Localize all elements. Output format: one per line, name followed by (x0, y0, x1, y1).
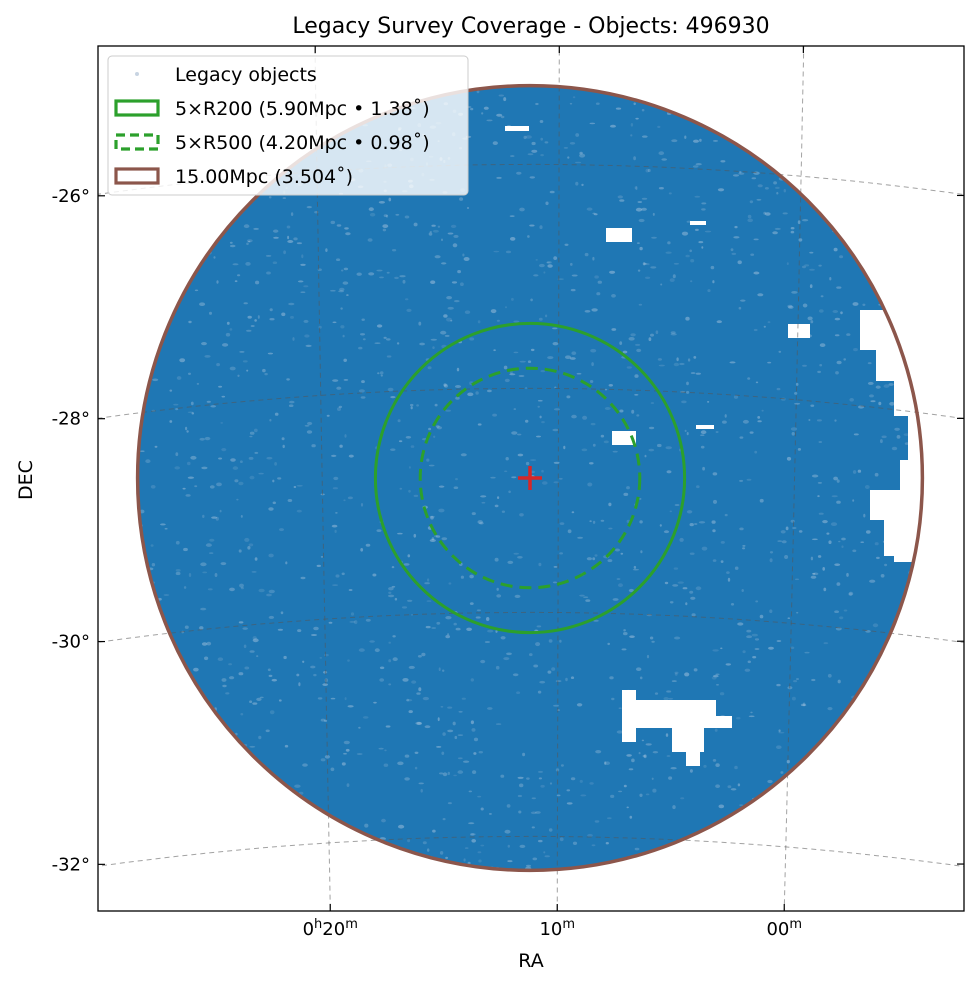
grid-lines (98, 46, 964, 911)
y-tick-label: -30° (52, 632, 90, 653)
legend: Legacy objects 5×R200 (5.90Mpc • 1.38˚) 5×… (107, 55, 469, 196)
y-tick-label: -32° (52, 854, 90, 875)
legend-label: Legacy objects (175, 64, 317, 86)
x-axis-label: RA (518, 950, 543, 972)
legend-entry: 5×R200 (5.90Mpc • 1.38˚) (114, 98, 430, 120)
legend-label: 5×R500 (4.20Mpc • 0.98˚) (175, 132, 430, 154)
legend-entry: 15.00Mpc (3.504˚) (114, 166, 353, 188)
legend-swatch-point (135, 72, 139, 76)
y-tick-label: -28° (52, 409, 90, 430)
r500-circle (418, 366, 642, 590)
axis-ticks: -26° -28° -30° -32° 0h20m 10m 00m (52, 46, 964, 940)
y-axis-label: DEC (15, 460, 37, 500)
chart-title: Legacy Survey Coverage - Objects: 496930 (292, 14, 769, 39)
legend-label: 5×R200 (5.90Mpc • 1.38˚) (175, 98, 430, 120)
legend-entry: Legacy objects (135, 64, 317, 86)
plot-frame (97, 45, 965, 912)
x-tick-label: 0h20m (303, 917, 358, 940)
density-speckle (139, 90, 922, 870)
x-tick-label: 10m (539, 917, 575, 940)
y-tick-label: -26° (52, 186, 90, 207)
cluster-center-marker (518, 466, 542, 490)
x-tick-label: 00m (766, 917, 802, 940)
plot-area (98, 46, 964, 911)
outer-15mpc-circle (135, 83, 925, 873)
legend-label: 15.00Mpc (3.504˚) (175, 166, 353, 188)
r200-circle (373, 321, 687, 635)
legend-entry: 5×R500 (4.20Mpc • 0.98˚) (114, 132, 430, 154)
